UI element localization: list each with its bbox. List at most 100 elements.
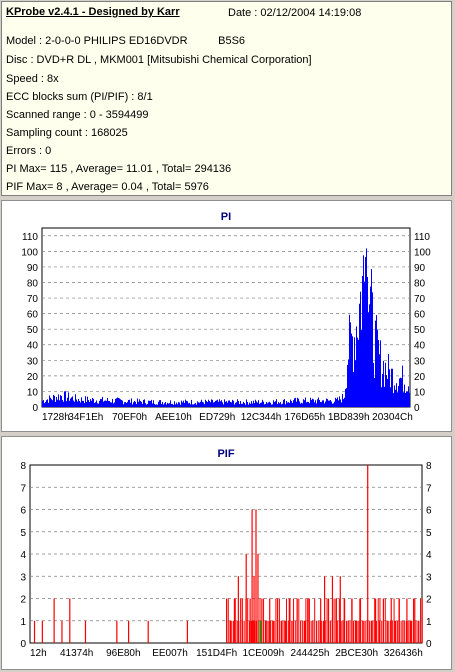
pif-bar — [305, 598, 307, 643]
app-title: KProbe v2.4.1 - Designed by Karr — [6, 6, 180, 18]
scan-date: Date : 02/12/2004 14:19:08 — [228, 7, 362, 19]
pi-bar — [405, 392, 406, 407]
pi-bar — [125, 402, 126, 407]
pi-bar — [217, 399, 218, 407]
pi-bar — [274, 401, 275, 407]
sampling-line: Sampling count : 168025 — [6, 127, 128, 139]
x-tick-label: 1CE009h — [242, 648, 284, 659]
y-tick-label-right: 7 — [426, 483, 432, 494]
pi-bar — [136, 404, 137, 407]
pi-bar — [386, 375, 387, 407]
y-tick-label-right: 110 — [414, 232, 430, 243]
pif-bar — [240, 598, 242, 643]
pi-bar — [77, 401, 78, 407]
pi-bar — [271, 404, 272, 407]
pi-bar — [211, 399, 212, 407]
pif-bar — [407, 620, 409, 643]
pif-bar — [257, 554, 259, 643]
pi-bar — [234, 404, 235, 407]
pi-bar — [46, 400, 47, 407]
pi-bar — [400, 377, 401, 407]
pif-bar — [381, 620, 383, 643]
pi-bar — [218, 401, 219, 407]
pi-bar — [203, 402, 204, 407]
pi-bar — [375, 320, 376, 407]
pi-bar — [134, 400, 135, 407]
pi-bar — [232, 399, 233, 407]
pi-bar — [87, 396, 88, 407]
pi-bar — [173, 404, 174, 407]
pi-bar — [306, 402, 307, 407]
pi-bar — [175, 404, 176, 407]
pi-bar — [201, 399, 202, 407]
pi-bar — [207, 402, 208, 407]
y-tick-label-right: 0 — [426, 639, 432, 650]
pi-bar — [122, 400, 123, 407]
pi-bar — [74, 401, 75, 407]
x-tick-label: 41374h — [60, 648, 93, 659]
pi-bar — [148, 400, 149, 407]
pif-bar — [411, 620, 413, 643]
pi-bar — [169, 403, 170, 407]
pi-bar — [336, 398, 337, 407]
pif-chart-panel: PIF 0 0 1 1 2 2 3 3 4 4 5 5 6 6 7 7 8 8 12h 41374h 96E80h EE00… — [1, 436, 452, 670]
pi-bar — [253, 400, 254, 407]
y-tick-label-left: 2 — [20, 595, 26, 606]
pi-bar — [170, 400, 171, 407]
pif-bar — [303, 620, 305, 643]
pi-bar — [402, 365, 403, 407]
pi-bar — [309, 403, 310, 407]
pi-bar — [84, 403, 85, 407]
pi-bar — [121, 400, 122, 407]
pi-bar — [376, 315, 377, 407]
pi-bar — [296, 401, 297, 407]
pi-bar — [302, 403, 303, 407]
pi-bar — [249, 402, 250, 407]
pi-bar — [258, 400, 259, 407]
pi-bar — [345, 388, 346, 407]
pif-bar — [278, 598, 280, 643]
pi-bar — [102, 396, 103, 407]
pi-bar — [225, 401, 226, 407]
x-tick-label: ED729h — [199, 412, 235, 423]
pif-bar — [284, 620, 286, 643]
pif-bar — [250, 620, 252, 643]
y-tick-label-right: 4 — [426, 550, 432, 561]
pif-bar — [353, 620, 355, 643]
pi-bar — [181, 400, 182, 407]
pif-bar — [298, 598, 300, 643]
pi-bar — [322, 400, 323, 407]
pi-bar — [340, 399, 341, 407]
pif-bar — [365, 620, 367, 643]
pi-bar — [187, 401, 188, 407]
pif-bar — [84, 620, 87, 643]
y-tick-label-left: 8 — [20, 461, 26, 472]
pi-bar — [193, 404, 194, 407]
y-tick-label-left: 30 — [27, 356, 39, 367]
pi-bar — [388, 354, 389, 407]
y-tick-label-left: 10 — [27, 387, 39, 398]
pif-bar — [315, 620, 317, 643]
pi-bar — [243, 401, 244, 407]
pi-bar — [338, 400, 339, 407]
pif-bar — [331, 620, 333, 643]
pi-bar — [89, 401, 90, 407]
pi-bar — [100, 398, 101, 407]
pi-bar — [167, 402, 168, 407]
pi-bar — [382, 374, 383, 407]
pi-bar — [276, 399, 277, 407]
pif-summary-line: PIF Max= 8 , Average= 0.04 , Total= 5976 — [6, 181, 209, 193]
pi-bar — [161, 404, 162, 407]
pi-bar — [178, 402, 179, 407]
pif-bar — [271, 620, 273, 643]
pi-bar — [287, 402, 288, 407]
pif-bar — [421, 598, 423, 643]
pi-bar — [248, 404, 249, 407]
pi-bar — [76, 399, 77, 407]
pif-bar — [384, 598, 386, 643]
pi-bar — [113, 403, 114, 407]
pi-bar — [123, 404, 124, 407]
pi-bar — [156, 404, 157, 407]
x-tick-label: 20304Ch — [372, 412, 413, 423]
pif-bar — [128, 620, 130, 643]
